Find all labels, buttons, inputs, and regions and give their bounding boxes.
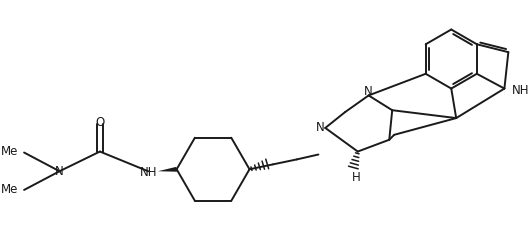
Text: N: N bbox=[364, 85, 373, 98]
Text: Me: Me bbox=[1, 145, 18, 158]
Text: Me: Me bbox=[1, 184, 18, 196]
Text: NH: NH bbox=[511, 84, 529, 97]
Polygon shape bbox=[158, 167, 177, 172]
Text: N: N bbox=[55, 165, 64, 178]
Text: NH: NH bbox=[140, 166, 158, 179]
Text: O: O bbox=[95, 116, 105, 128]
Text: H: H bbox=[352, 171, 360, 184]
Text: N: N bbox=[316, 122, 325, 134]
